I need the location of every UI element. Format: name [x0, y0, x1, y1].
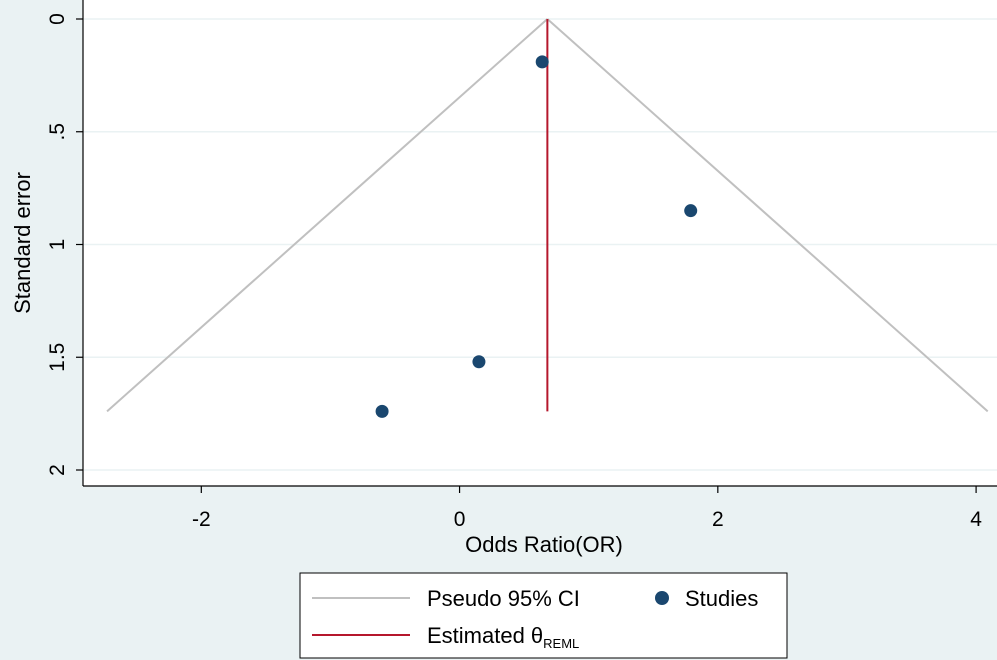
- y-tick-label: 0: [46, 13, 69, 25]
- study-point: [472, 355, 486, 369]
- study-point: [375, 404, 389, 418]
- legend-estimate-sub: REML: [543, 636, 579, 651]
- y-tick-label: 2: [46, 464, 69, 476]
- y-tick-label: 1.5: [46, 343, 69, 372]
- x-axis-title: Odds Ratio(OR): [465, 532, 623, 557]
- legend-estimate-main: Estimated θ: [427, 623, 543, 648]
- pseudo-ci-left-line: [106, 18, 549, 413]
- legend-studies-marker: [655, 591, 669, 605]
- y-tick-label: .5: [46, 123, 69, 141]
- y-axis-ticks: 0 .5 1 1.5 2: [46, 13, 83, 476]
- grid-layer: [83, 18, 997, 471]
- legend-studies-label: Studies: [685, 586, 758, 611]
- pseudo-ci-right-line: [546, 18, 989, 413]
- study-points: [375, 55, 698, 418]
- pseudo-ci-lines: [106, 18, 989, 413]
- legend-estimate-label: Estimated θREML: [427, 623, 579, 651]
- study-point: [684, 204, 698, 218]
- x-tick-label: 4: [970, 508, 982, 531]
- x-tick-label: 2: [712, 508, 724, 531]
- legend-ci-label: Pseudo 95% CI: [427, 586, 580, 611]
- y-axis-title: Standard error: [10, 172, 35, 314]
- x-tick-label: 0: [454, 508, 466, 531]
- plot-area: [83, 0, 997, 486]
- legend-box: [299, 572, 788, 659]
- x-tick-label: -2: [192, 508, 211, 531]
- study-point: [535, 55, 549, 69]
- x-axis-ticks: -2 0 2 4: [192, 486, 982, 531]
- y-tick-label: 1: [46, 239, 69, 251]
- legend: Pseudo 95% CI Studies Estimated θREML: [299, 572, 788, 659]
